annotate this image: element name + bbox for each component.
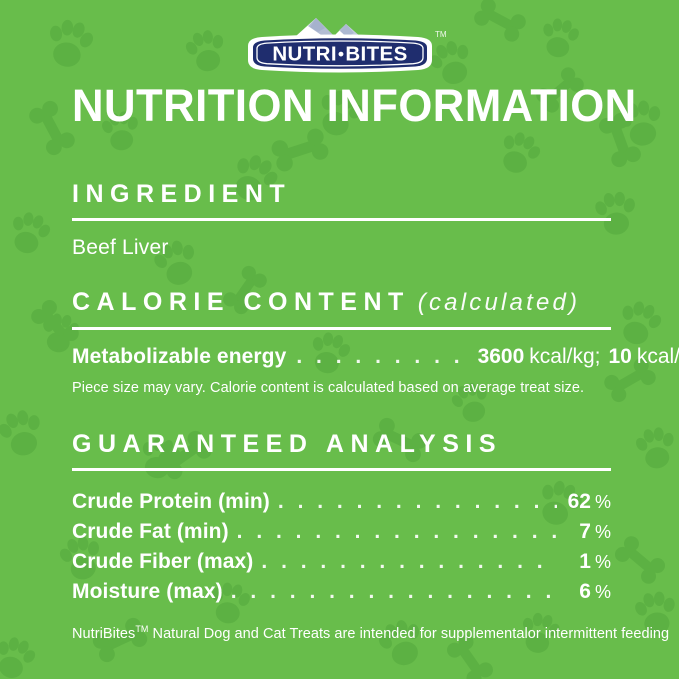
analysis-row-leader-dots: . . . . . . . . . . . . . . . . . . . . … (230, 580, 557, 603)
analysis-row-value: 62 (567, 490, 591, 513)
analysis-heading-text: GUARANTEED ANALYSIS (72, 430, 503, 458)
footnote-trademark-symbol: TM (135, 624, 149, 634)
analysis-row-list: Crude Protein (min) . . . . . . . . . . … (72, 487, 611, 607)
analysis-row-value: 1 (579, 550, 591, 573)
analysis-row-value: 7 (579, 520, 591, 543)
section-calorie-content: CALORIE CONTENT (calculated) Metabolizab… (72, 287, 679, 397)
analysis-row-leader-dots: . . . . . . . . . . . . . . . . . . . . … (236, 520, 557, 543)
analysis-row-leader-dots: . . . . . . . . . . . . . . . . . . . . … (277, 490, 557, 513)
calorie-heading-text: CALORIE CONTENT (72, 288, 410, 316)
footnote-text: Natural Dog and Cat Treats are intended … (148, 625, 670, 642)
ingredient-value: Beef Liver (72, 236, 169, 259)
analysis-heading: GUARANTEED ANALYSIS (72, 429, 611, 459)
logo-separator-dot: • (337, 45, 343, 64)
logo-wordmark: NUTRI•BITES (272, 43, 407, 66)
analysis-row-percent-symbol: % (594, 552, 611, 572)
analysis-row-name: Moisture (max) (72, 580, 223, 603)
ingredient-heading: INGREDIENT (72, 179, 611, 209)
table-row: Crude Fat (min) . . . . . . . . . . . . … (72, 517, 611, 547)
analysis-divider (72, 468, 611, 471)
logo-banner (247, 34, 432, 73)
metabolizable-energy-value-per-kg: 3600 (477, 345, 525, 368)
metabolizable-energy-label: Metabolizable energy (72, 345, 287, 368)
ingredient-heading-text: INGREDIENT (72, 180, 292, 208)
logo-text-left: NUTRI (272, 43, 337, 66)
metabolizable-energy-unit-per-kg: kcal/kg; (529, 345, 601, 368)
calorie-divider (72, 327, 611, 330)
analysis-row-percent-symbol: % (594, 492, 611, 512)
analysis-row-percent-symbol: % (594, 522, 611, 542)
feeding-footnote: NutriBitesTM Natural Dog and Cat Treats … (72, 620, 669, 643)
calorie-heading: CALORIE CONTENT (calculated) (72, 287, 611, 318)
footnote-brand: NutriBites (72, 625, 136, 642)
logo-text-right: BITES (345, 43, 407, 66)
analysis-row-name: Crude Fiber (max) (72, 550, 254, 573)
table-row: Crude Fiber (max) . . . . . . . . . . . … (72, 547, 611, 577)
analysis-row-name: Crude Fat (min) (72, 520, 229, 543)
analysis-row-value: 6 (579, 580, 591, 603)
calorie-note: Piece size may vary. Calorie content is … (72, 380, 585, 396)
section-ingredient: INGREDIENT Beef Liver (72, 179, 611, 260)
brand-logo: NUTRI•BITES TM (0, 6, 679, 82)
page-title: NUTRITION INFORMATION (72, 80, 637, 131)
metabolizable-energy-row: Metabolizable energy . . . . . . . . . 3… (72, 344, 679, 370)
table-row: Moisture (max) . . . . . . . . . . . . .… (72, 577, 611, 607)
analysis-row-leader-dots: . . . . . . . . . . . . . . . . . . . . … (261, 550, 557, 573)
analysis-row-name: Crude Protein (min) (72, 490, 270, 513)
logo-trademark-symbol: TM (435, 30, 447, 39)
label-content: NUTRITION INFORMATION INGREDIENT Beef Li… (0, 0, 679, 643)
metabolizable-energy-unit-per-treat: kcal/treat (636, 345, 679, 368)
ingredient-divider (72, 218, 611, 221)
section-guaranteed-analysis: GUARANTEED ANALYSIS Crude Protein (min) … (72, 429, 669, 643)
analysis-row-percent-symbol: % (594, 582, 611, 602)
metabolizable-energy-value-per-treat: 10 (608, 345, 632, 368)
table-row: Crude Protein (min) . . . . . . . . . . … (72, 487, 611, 517)
calorie-heading-subtext: (calculated) (417, 289, 581, 316)
metabolizable-energy-leader-dots: . . . . . . . . . (296, 345, 464, 368)
